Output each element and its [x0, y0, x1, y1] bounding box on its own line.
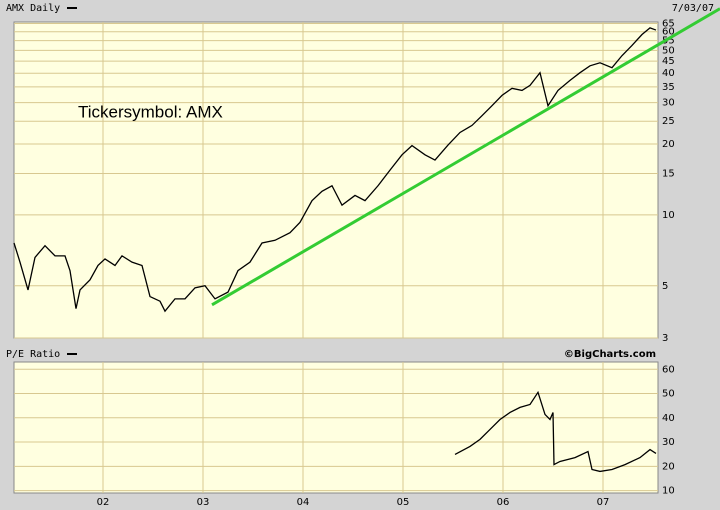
y-tick-label: 50 [662, 45, 675, 56]
y-tick-label: 45 [662, 56, 675, 67]
date-label: 7/03/07 [672, 3, 714, 14]
x-tick-label: 03 [197, 497, 210, 508]
y-tick-label: 35 [662, 82, 675, 93]
legend-label: AMX Daily [6, 3, 60, 14]
x-tick-label: 02 [97, 497, 110, 508]
y-tick-label: 5 [662, 281, 668, 292]
y-tick-label: 20 [662, 139, 675, 150]
y-tick-label: 65 [662, 19, 675, 30]
y-tick-label: 30 [662, 98, 675, 109]
x-tick-label: 05 [397, 497, 410, 508]
plot-area [13, 21, 659, 339]
price-line [454, 390, 657, 473]
y-tick-label: 15 [662, 168, 675, 179]
x-tick-label: 06 [497, 497, 510, 508]
y-tick-label: 30 [662, 437, 675, 448]
y-tick-label: 60 [662, 364, 675, 375]
source: ©BigCharts.com [564, 349, 656, 360]
plot-area [13, 361, 659, 494]
x-tick-label: 07 [597, 497, 610, 508]
y-tick-label: 50 [662, 389, 675, 400]
legend-swatch [67, 7, 77, 9]
y-tick-label: 10 [662, 486, 675, 497]
legend-label: P/E Ratio [6, 349, 60, 360]
annotation: Tickersymbol: AMX [78, 102, 223, 121]
trend-extension [657, 7, 720, 47]
y-tick-label: 60 [662, 27, 675, 38]
y-tick-label: 10 [662, 210, 675, 221]
trend-line [211, 43, 659, 307]
legend-swatch [67, 353, 77, 355]
price-line [13, 27, 657, 313]
y-tick-label: 40 [662, 413, 675, 424]
y-tick-label: 25 [662, 116, 675, 127]
x-tick-label: 04 [297, 497, 310, 508]
y-tick-label: 3 [662, 333, 668, 344]
y-tick-label: 20 [662, 461, 675, 472]
y-tick-label: 40 [662, 68, 675, 79]
y-tick-label: 55 [662, 36, 675, 47]
